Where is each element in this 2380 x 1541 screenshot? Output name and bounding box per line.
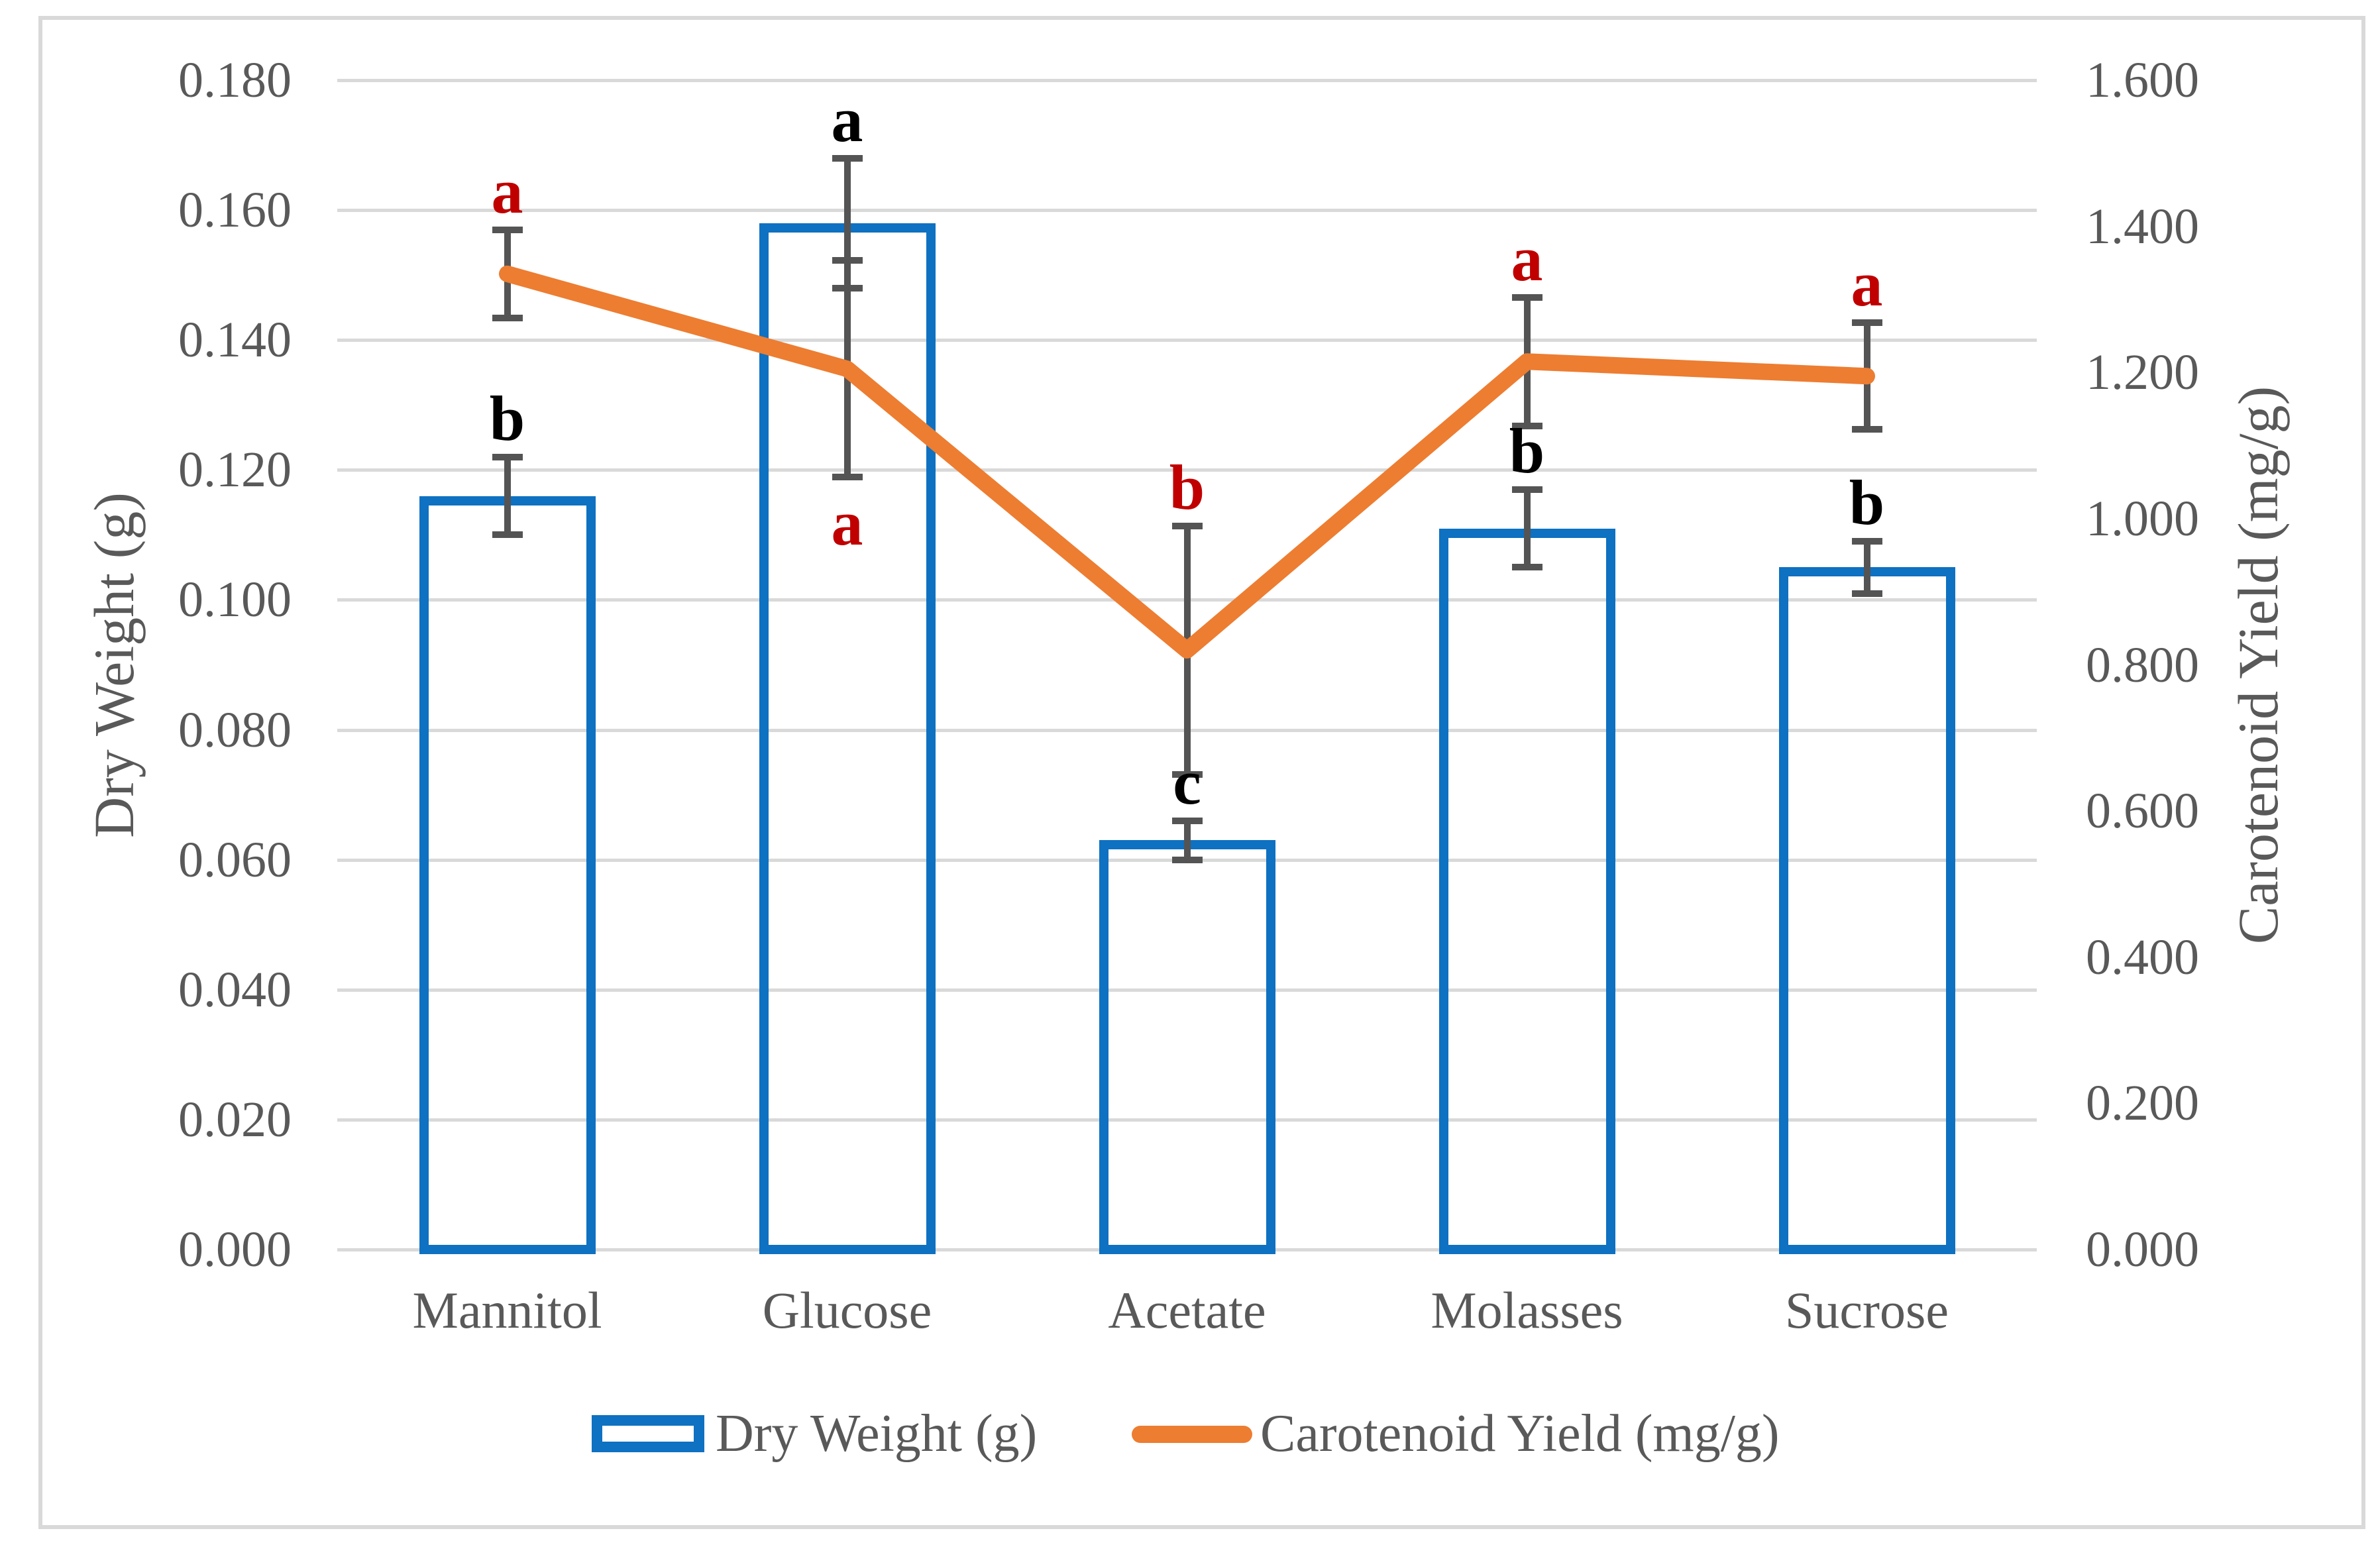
sig-letter-carotenoid-molasses: a (1511, 223, 1543, 294)
sig-letter-carotenoid-mannitol: a (491, 156, 523, 227)
sig-letter-carotenoid-sucrose: a (1851, 248, 1883, 320)
gridline (337, 209, 2037, 213)
category-label-sucrose: Sucrose (1785, 1281, 1949, 1339)
error-bar-carotenoid-sucrose-bottom-cap (1851, 426, 1882, 433)
sig-letter-dry-weight-acetate: c (1173, 746, 1201, 818)
error-bar-dry-weight-sucrose (1863, 541, 1870, 594)
error-bar-carotenoid-glucose-bottom-cap (832, 473, 863, 480)
error-bar-dry-weight-acetate-top-cap (1171, 817, 1203, 824)
gridline (337, 79, 2037, 82)
tick-label-left: 0.060 (178, 831, 292, 888)
tick-label-left: 0.120 (178, 442, 292, 498)
category-label-mannitol: Mannitol (412, 1281, 602, 1339)
category-label-glucose: Glucose (762, 1281, 932, 1339)
gridline (337, 1118, 2037, 1122)
tick-label-left: 0.000 (178, 1222, 292, 1277)
error-bar-dry-weight-mannitol-top-cap (492, 453, 523, 460)
tick-label-right: 1.600 (2086, 52, 2199, 108)
tick-label-right: 1.200 (2086, 345, 2199, 401)
tick-label-right: 0.400 (2086, 929, 2199, 985)
error-bar-carotenoid-acetate-top-cap (1171, 522, 1203, 529)
tick-label-left: 0.180 (178, 52, 292, 108)
gridline (337, 339, 2037, 343)
category-label-molasses: Molasses (1431, 1281, 1623, 1339)
error-bar-dry-weight-sucrose-bottom-cap (1851, 590, 1882, 597)
tick-label-left: 0.080 (178, 702, 292, 758)
chart-border (38, 16, 2365, 1529)
sig-letter-dry-weight-sucrose: b (1849, 467, 1885, 539)
bar-molasses (1438, 528, 1615, 1254)
sig-letter-dry-weight-molasses: b (1509, 415, 1545, 486)
error-bar-carotenoid-molasses-top-cap (1511, 293, 1542, 301)
tick-label-left: 0.140 (178, 312, 292, 368)
legend-swatch-bar-icon (592, 1415, 704, 1452)
gridline (337, 988, 2037, 992)
bar-sucrose (1778, 567, 1955, 1254)
tick-label-right: 0.600 (2086, 783, 2199, 839)
error-bar-dry-weight-mannitol-bottom-cap (492, 531, 523, 539)
category-label-acetate: Acetate (1108, 1281, 1266, 1339)
legend-item-carotenoid-yield: Carotenoid Yield (mg/g) (1260, 1405, 1780, 1463)
tick-label-left: 0.100 (178, 572, 292, 628)
legend-swatch-line-icon (1132, 1426, 1252, 1443)
error-bar-carotenoid-mannitol-top-cap (492, 227, 523, 234)
error-bar-carotenoid-sucrose-top-cap (1851, 319, 1882, 327)
error-bar-carotenoid-molasses-bottom-cap (1511, 422, 1542, 429)
tick-label-left: 0.020 (178, 1091, 292, 1147)
tick-label-right: 0.800 (2086, 637, 2199, 693)
tick-label-right: 0.200 (2086, 1075, 2199, 1132)
error-bar-carotenoid-mannitol-bottom-cap (492, 314, 523, 321)
error-bar-dry-weight-sucrose-top-cap (1851, 538, 1882, 545)
tick-label-right: 1.400 (2086, 198, 2199, 254)
error-bar-dry-weight-acetate-bottom-cap (1171, 856, 1203, 863)
error-bar-carotenoid-acetate-bottom-cap (1171, 770, 1203, 778)
legend-item-dry-weight: Dry Weight (g) (716, 1405, 1038, 1463)
error-bar-dry-weight-acetate (1183, 820, 1191, 860)
gridline (337, 468, 2037, 472)
error-bar-dry-weight-molasses-top-cap (1511, 486, 1542, 493)
error-bar-dry-weight-molasses (1523, 489, 1531, 568)
sig-letter-carotenoid-acetate: b (1169, 451, 1205, 523)
error-bar-dry-weight-glucose-top-cap (832, 154, 863, 162)
tick-label-right: 0.000 (2086, 1222, 2199, 1277)
sig-letter-dry-weight-mannitol: b (489, 382, 525, 454)
error-bar-dry-weight-mannitol (504, 456, 511, 535)
tick-label-left: 0.040 (178, 961, 292, 1018)
sig-letter-dry-weight-glucose: a (831, 83, 863, 155)
error-bar-dry-weight-glucose (843, 158, 851, 288)
carotenoid-line (499, 265, 1875, 659)
error-bar-dry-weight-molasses-bottom-cap (1511, 564, 1542, 571)
sig-letter-carotenoid-glucose: a (831, 487, 863, 558)
bar-glucose (759, 223, 936, 1254)
error-bar-carotenoid-glucose-top-cap (832, 257, 863, 264)
tick-label-right: 1.000 (2086, 490, 2199, 547)
tick-label-left: 0.160 (178, 182, 292, 239)
